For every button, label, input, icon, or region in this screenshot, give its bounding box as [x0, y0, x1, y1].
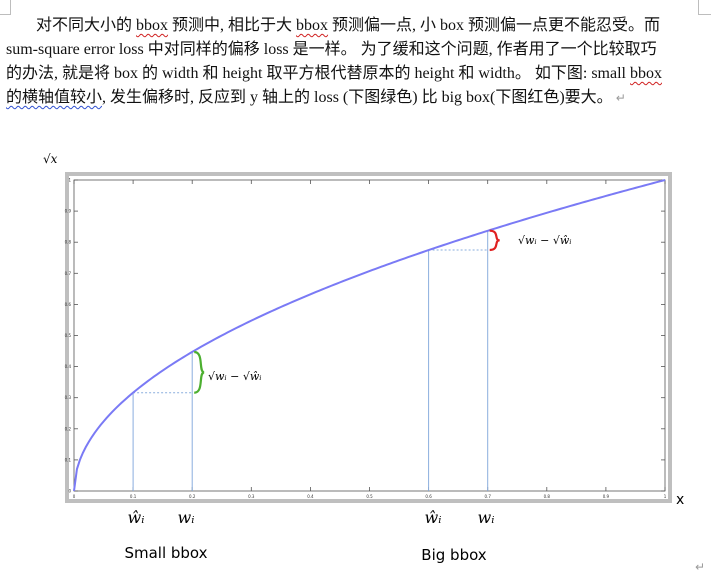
y-tick-label: 0.1 — [65, 457, 72, 462]
big-w-label: wᵢ — [478, 508, 495, 527]
spellcheck-word: bbox — [136, 17, 169, 34]
small-w-label: wᵢ — [178, 508, 195, 527]
small-brace-label: √wᵢ − √ŵᵢ — [208, 370, 262, 383]
sqrt-curve — [73, 179, 666, 492]
big-hat-w-label: ŵᵢ — [425, 508, 442, 527]
small-hat-w-label: ŵᵢ — [128, 508, 145, 527]
x-axis-label: x — [676, 492, 684, 508]
x-tick-label: 0.1 — [130, 494, 137, 499]
brace-layer — [193, 229, 500, 394]
y-tick-label: 0.6 — [65, 302, 72, 307]
body-paragraph[interactable]: 对不同大小的 bbox 预测中, 相比于大 bbox 预测偏一点, 小 box … — [6, 14, 672, 110]
text-run: 对不同大小的 — [36, 17, 137, 34]
spellcheck-word: bbox — [296, 17, 329, 34]
y-tick-label: 0.9 — [65, 209, 72, 214]
spellcheck-word: bbox — [630, 65, 662, 82]
x-tick-label: 0.3 — [248, 494, 255, 499]
grammar-check-phrase: 的横轴值较小 — [6, 89, 103, 106]
paragraph-1: 对不同大小的 bbox 预测中, 相比于大 bbox 预测偏一点, 小 box … — [6, 14, 672, 110]
paragraph-return-icon: ↵ — [615, 91, 626, 105]
figure-frame — [65, 172, 672, 503]
y-tick-label: 0.2 — [65, 426, 72, 431]
y-tick-label: 0.7 — [65, 271, 72, 276]
x-tick-label: 0.2 — [189, 494, 196, 499]
y-tick-label: 0.4 — [65, 364, 72, 369]
x-tick-label: 1 — [664, 494, 667, 499]
y-tick-label: 0.3 — [65, 395, 72, 400]
y-tick-label: 1 — [68, 178, 71, 183]
page-return-icon: ↵ — [694, 560, 705, 574]
x-tick-label: 0.6 — [425, 494, 432, 499]
x-tick-label: 0.9 — [603, 494, 610, 499]
guides-layer — [132, 230, 489, 491]
page-corner-mark-right — [698, 0, 711, 15]
text-run: 预测中, 相比于大 — [168, 17, 297, 34]
big-brace-label: √wᵢ − √ŵᵢ — [518, 234, 572, 247]
text-run: , 发生偏移时, 反应到 y 轴上的 loss (下图绿色) 比 big box… — [102, 89, 613, 106]
y-axis-label: √x — [43, 152, 58, 166]
x-tick-label: 0.7 — [485, 494, 492, 499]
y-tick-label: 0.8 — [65, 240, 72, 245]
big-bbox-caption: Big bbox — [421, 546, 487, 564]
big-bbox-brace — [489, 229, 500, 252]
small-bbox-brace — [193, 350, 205, 394]
small-bbox-caption: Small bbox — [124, 544, 207, 562]
y-tick-label: 0.5 — [65, 333, 72, 338]
x-tick-label: 0.5 — [366, 494, 373, 499]
x-tick-label: 0.4 — [307, 494, 314, 499]
x-tick-label: 0 — [73, 494, 76, 499]
x-tick-label: 0.8 — [544, 494, 551, 499]
y-tick-label: 0 — [68, 489, 71, 494]
page-corner-mark-left — [0, 0, 11, 15]
axes-layer: 0 0.1 0.2 0.3 0.4 0.5 0.6 0.7 0.8 0.9 1 0 0.1 0.2 0.3 0… — [65, 172, 672, 503]
text-run: 预测偏一点, 小 box 预测偏一点更不能忍受。而 sum-square err… — [6, 17, 661, 82]
